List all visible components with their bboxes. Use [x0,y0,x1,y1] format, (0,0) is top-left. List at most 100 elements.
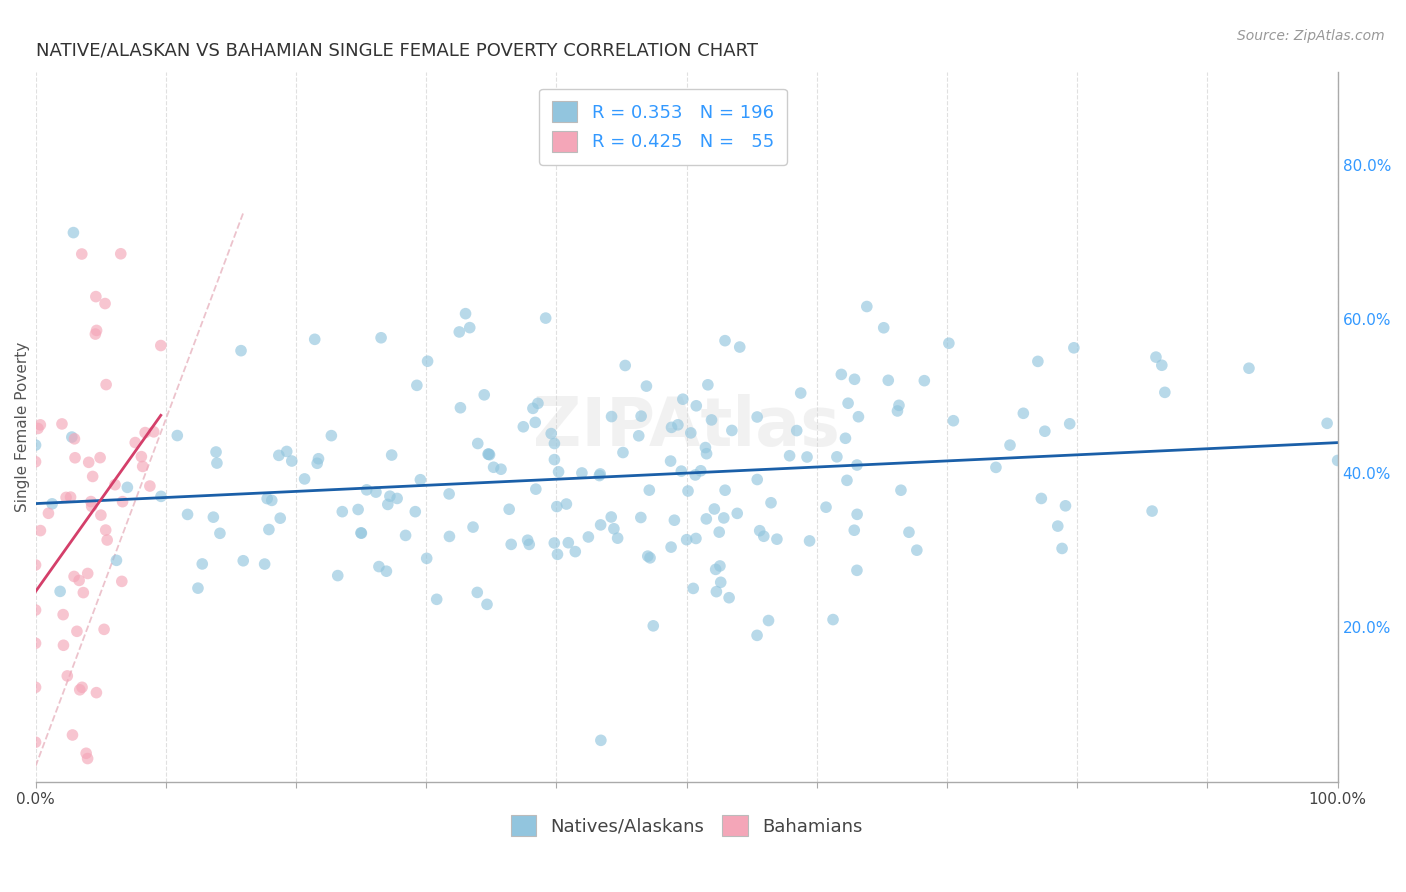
Point [482,460,505,475]
Point [104,477,127,491]
Point [307,456,329,470]
Point [62,728,84,742]
Point [347,502,370,516]
Point [543,436,565,450]
Point [260,493,283,508]
Point [588,468,610,483]
Point [522,401,544,416]
Point [24,455,46,469]
Point [1237,361,1260,376]
Point [695,441,717,455]
Point [117,480,139,494]
Point [540,426,562,441]
Point [1012,406,1035,420]
Point [747,473,769,487]
Point [672,392,695,407]
Point [873,320,896,334]
Point [501,537,523,551]
Point [659,454,682,468]
Point [543,452,565,467]
Point [94,523,117,537]
Point [905,543,928,558]
Point [534,311,557,326]
Point [131,459,153,474]
Point [890,483,912,498]
Point [844,523,866,537]
Point [94,296,117,310]
Point [458,320,481,334]
Point [856,300,879,314]
Point [696,447,718,461]
Point [696,377,718,392]
Point [63,450,86,465]
Point [76,566,98,581]
Point [512,419,534,434]
Point [713,511,735,525]
Text: NATIVE/ALASKAN VS BAHAMIAN SINGLE FEMALE POVERTY CORRELATION CHART: NATIVE/ALASKAN VS BAHAMIAN SINGLE FEMALE… [35,42,758,60]
Point [796,450,818,464]
Point [439,529,461,543]
Point [758,614,780,628]
Point [60,430,83,444]
Point [24,681,46,695]
Point [630,510,652,524]
Point [942,414,965,428]
Point [675,533,697,547]
Point [984,460,1007,475]
Point [664,513,686,527]
Point [666,417,689,432]
Point [205,445,228,459]
Point [84,290,107,304]
Point [415,551,437,566]
Point [638,483,661,497]
Point [759,496,782,510]
Point [378,489,401,503]
Point [477,447,499,461]
Point [1026,354,1049,368]
Point [409,473,432,487]
Point [517,537,540,551]
Point [845,563,868,577]
Point [449,325,471,339]
Point [93,623,115,637]
Point [1050,541,1073,556]
Point [1326,453,1348,467]
Point [56,669,79,683]
Point [998,438,1021,452]
Point [897,525,920,540]
Point [257,523,280,537]
Point [55,491,77,505]
Point [886,404,908,418]
Point [546,500,568,514]
Y-axis label: Single Female Poverty: Single Female Poverty [15,342,30,512]
Point [834,431,856,445]
Point [149,338,172,352]
Point [825,450,848,464]
Point [877,373,900,387]
Point [700,413,723,427]
Point [96,533,118,547]
Point [779,449,801,463]
Point [1033,424,1056,438]
Point [24,558,46,572]
Point [725,507,748,521]
Point [176,508,198,522]
Point [671,464,693,478]
Point [187,581,209,595]
Point [498,502,520,516]
Point [547,465,569,479]
Point [685,399,707,413]
Point [69,682,91,697]
Point [637,549,659,563]
Point [752,529,775,543]
Point [706,584,728,599]
Point [682,582,704,596]
Point [603,522,626,536]
Point [191,557,214,571]
Point [84,327,107,342]
Point [475,598,498,612]
Point [90,508,112,523]
Point [350,525,373,540]
Point [846,508,869,522]
Point [489,462,512,476]
